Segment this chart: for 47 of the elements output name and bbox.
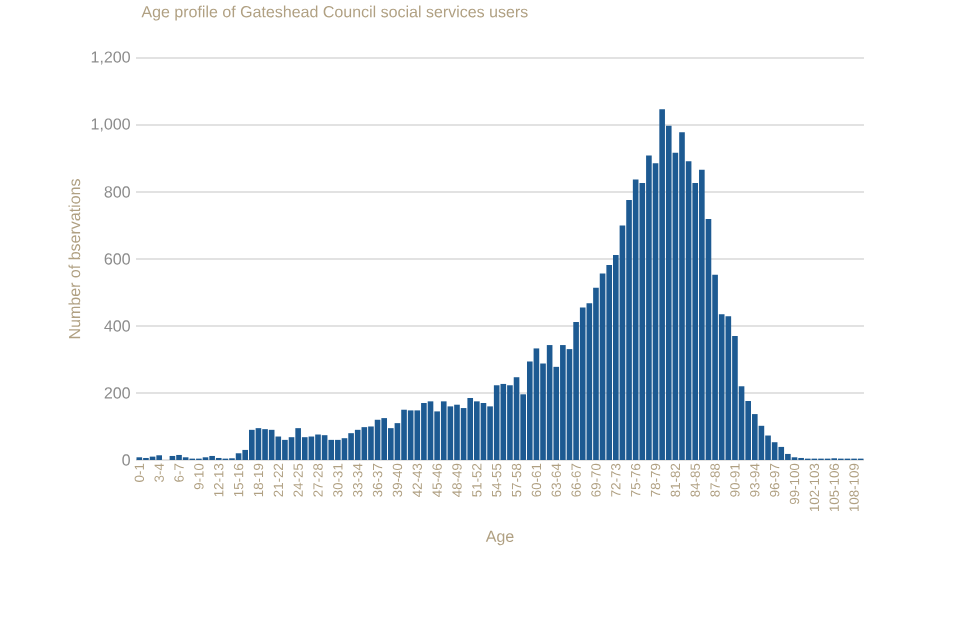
- bar: [646, 155, 652, 460]
- bar: [500, 383, 507, 460]
- y-tick-label: 1,000: [91, 118, 130, 132]
- y-axis-title: Number of bservations: [68, 179, 81, 339]
- bar: [348, 433, 354, 460]
- bar: [467, 398, 474, 460]
- bar: [328, 439, 335, 460]
- y-tick-label: 800: [104, 186, 130, 198]
- y-tick-label: 200: [104, 387, 130, 399]
- bar: [659, 109, 665, 460]
- bar: [321, 435, 328, 460]
- bar: [368, 426, 374, 460]
- bar: [235, 453, 242, 460]
- bar: [295, 428, 301, 460]
- bar: [414, 410, 421, 460]
- bar: [249, 429, 255, 460]
- y-tick-label: 1,200: [91, 51, 130, 65]
- bar: [421, 403, 427, 460]
- bar: [785, 453, 791, 460]
- bar: [493, 385, 500, 460]
- y-tick-label: 400: [104, 320, 130, 332]
- bar: [354, 429, 361, 460]
- bar: [381, 418, 387, 460]
- bar: [474, 401, 480, 460]
- x-axis-title: Age: [485, 530, 514, 546]
- bar: [507, 385, 513, 460]
- bar: [275, 436, 282, 460]
- bar: [282, 439, 288, 460]
- y-tick-label: 0: [122, 454, 130, 466]
- bar: [447, 406, 454, 460]
- bar: [771, 442, 778, 460]
- bar: [699, 169, 705, 460]
- bar: [560, 345, 566, 460]
- bar: [679, 132, 685, 460]
- bar: [262, 429, 268, 460]
- chart-title: Age profile of Gateshead Council social services users: [141, 5, 528, 21]
- bar: [315, 434, 321, 460]
- bar: [407, 410, 414, 460]
- bar: [440, 401, 447, 460]
- bar: [778, 446, 785, 460]
- bar: [401, 409, 407, 460]
- bar: [454, 404, 460, 460]
- bar: [176, 454, 182, 460]
- bar: [579, 307, 586, 460]
- y-tick-label: 600: [104, 253, 130, 265]
- bar: [341, 438, 348, 460]
- bar: [335, 439, 341, 460]
